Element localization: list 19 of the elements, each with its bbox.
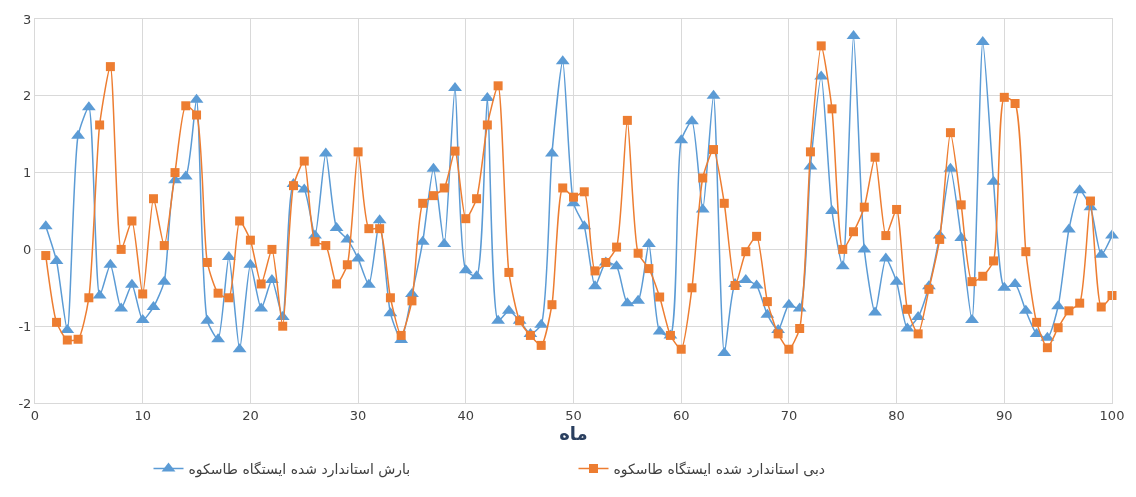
y-tick-label: 1 xyxy=(23,165,32,181)
x-tick-label: 50 xyxy=(565,407,582,423)
x-tick-label: 70 xyxy=(780,407,798,423)
x-axis-title: ماه xyxy=(559,422,588,444)
y-tick-label: -1 xyxy=(18,318,32,334)
legend-label: بارش استاندارد شده ایستگاه طاسکوه xyxy=(188,460,411,478)
y-tick-label: 2 xyxy=(23,88,32,104)
x-tick-label: 40 xyxy=(457,407,475,423)
x-tick-label: 60 xyxy=(672,407,690,423)
x-tick-label: 80 xyxy=(888,407,905,423)
y-tick-label: 3 xyxy=(23,11,32,27)
x-tick-label: 20 xyxy=(242,407,259,423)
legend-label: دبی استاندارد شده ایستگاه طاسکوه xyxy=(613,460,826,478)
y-tick-label: 0 xyxy=(23,241,32,257)
y-tick-label: -2 xyxy=(18,395,32,411)
x-tick-label: 10 xyxy=(134,407,151,423)
x-tick-label: 100 xyxy=(1099,407,1125,423)
x-tick-label: 30 xyxy=(349,407,367,423)
x-tick-label: 90 xyxy=(996,407,1013,423)
